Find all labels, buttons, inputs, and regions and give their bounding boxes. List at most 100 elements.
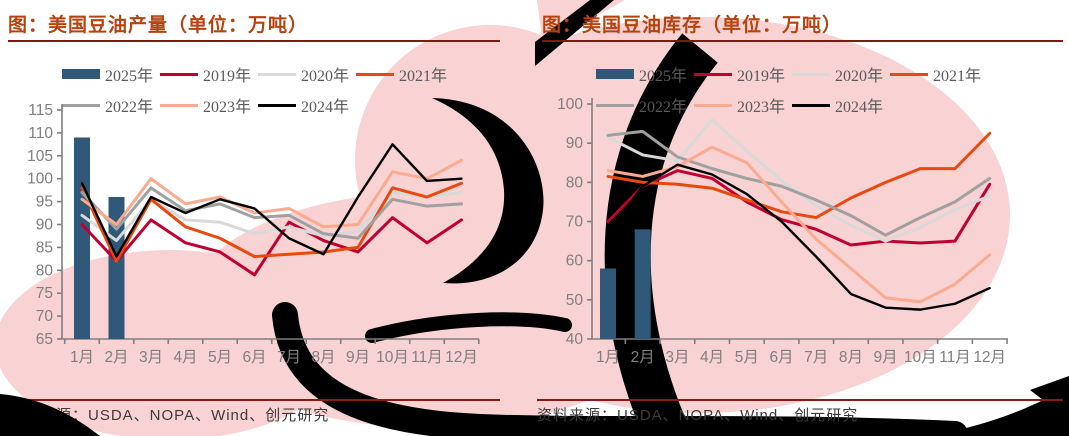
legend-item-2025年: 2025年 [596,62,694,86]
x-axis-label: 9月 [346,349,370,366]
x-axis-label: 5月 [208,349,232,366]
legend-label: 2022年 [639,99,688,116]
y-axis-label: 75 [36,285,53,302]
legend-line-swatch [160,72,198,76]
y-axis-label: 40 [566,331,584,348]
legend-line-swatch [258,72,296,76]
legend-label: 2024年 [835,99,884,116]
y-axis-label: 85 [36,239,53,256]
legend-bar-swatch [62,69,100,79]
bar-2025年-2月 [634,229,651,339]
y-axis-label: 100 [27,171,53,188]
series-line-2019年 [80,216,463,277]
x-axis-label: 9月 [874,349,898,366]
y-axis-label: 80 [566,174,584,191]
series-line-2021年 [80,181,463,263]
legend-line-swatch [792,72,830,76]
legend-row: 2025年 2019年 2020年 2021年 [62,62,454,86]
bar-2025年-1月 [74,137,90,339]
legend-row: 2025年 2019年 2020年 2021年 [596,62,988,86]
x-axis-label: 2月 [631,349,655,366]
source-note: 资料来源：USDA、NOPA、Wind、创元研究 [537,407,859,424]
legend-item-2023年: 2023年 [694,93,792,117]
legend-label: 2025年 [639,68,688,85]
series-line-2019年 [606,169,992,247]
legend-label: 2020年 [835,68,884,85]
y-axis-label: 90 [36,217,54,234]
watermark-black-shapes [272,0,1069,436]
y-axis-label: 70 [36,308,54,325]
x-axis-label: 8月 [311,349,335,366]
legend-line-swatch [62,103,100,107]
legend-label: 2019年 [203,68,252,85]
x-axis-label: 5月 [735,349,759,366]
y-axis-label: 65 [36,331,53,348]
y-axis-label: 90 [566,135,584,152]
legend-bar-swatch [596,69,634,79]
y-axis-label: 100 [557,96,583,113]
legend-item-2020年: 2020年 [258,62,356,86]
x-axis-label: 11月 [411,349,443,366]
bar-2025年-2月 [108,197,125,339]
x-axis-label: 3月 [665,349,689,366]
x-axis-label: 7月 [277,349,301,366]
legend-row: 2022年 2023年 2024年 [596,93,988,117]
y-axis-label: 70 [566,214,584,231]
legend-label: 2021年 [933,68,982,85]
legend-label: 2024年 [301,99,350,116]
legend-item-2019年: 2019年 [160,62,258,86]
legend-line-swatch [694,103,732,107]
x-axis-label: 1月 [70,349,94,366]
title-underline [8,40,500,42]
legend-line-swatch [694,72,732,76]
legend-item-2022年: 2022年 [62,93,160,117]
x-axis-label: 3月 [139,349,163,366]
legend-item-2024年: 2024年 [792,93,890,117]
x-axis-label: 1月 [596,349,620,366]
legend-line-swatch [160,103,198,107]
legend-item-2024年: 2024年 [258,93,356,117]
production-chart-legend: 2025年 2019年 2020年 2021年 2022年 2023年 2024年 [62,62,454,117]
y-axis-label: 105 [27,148,53,165]
legend-label: 2022年 [105,99,154,116]
legend-line-swatch [792,103,830,107]
legend-item-2021年: 2021年 [890,62,988,86]
inventory-chart-title: 图：美国豆油库存（单位：万吨） [542,15,843,36]
legend-line-swatch [596,103,634,107]
legend-row: 2022年 2023年 2024年 [62,93,454,117]
x-axis-label: 6月 [769,349,793,366]
x-axis-label: 12月 [973,349,1006,366]
legend-item-2019年: 2019年 [694,62,792,86]
legend-label: 2025年 [105,68,154,85]
x-axis-label: 7月 [804,349,828,366]
y-axis-label: 60 [566,253,584,270]
bar-2025年-1月 [600,268,616,339]
production-chart-title: 图：美国豆油产量（单位：万吨） [8,15,309,36]
x-axis-label: 8月 [839,349,863,366]
y-axis-label: 115 [28,102,53,119]
y-axis-label: 80 [36,262,54,279]
panel-production-chart: 图：美国豆油产量（单位：万吨） 2025年 2019年 2020年 2021年 2022… [0,0,534,436]
x-axis-label: 2月 [104,349,128,366]
series-line-2024年 [80,143,463,258]
legend-label: 2021年 [399,68,448,85]
legend-item-2022年: 2022年 [596,93,694,117]
legend-line-swatch [890,72,928,76]
legend-item-2020年: 2020年 [792,62,890,86]
legend-label: 2023年 [203,99,252,116]
inventory-chart-plot: 40 50 60 70 80 90 100 1月 2月 3月 4月 5月 6月 7月 8月 9月 10月 11月 1… [557,96,1008,366]
panel-inventory-chart: 图：美国豆油库存（单位：万吨） 2025年 2019年 2020年 2021年 2022… [534,0,1069,436]
series-line-2023年 [80,158,463,229]
x-axis-label: 11月 [939,349,971,366]
x-axis-label: 12月 [445,349,478,366]
series-line-2020年 [606,118,992,243]
series-line-2022年 [80,186,463,240]
x-axis-label: 10月 [376,349,409,366]
source-note: 资料来源：USDA、NOPA、Wind、创元研究 [8,407,330,424]
y-axis-label: 50 [566,292,584,309]
y-axis-label: 110 [28,125,53,142]
series-line-2024年 [606,163,991,311]
series-line-2021年 [606,131,992,220]
inventory-chart-legend: 2025年 2019年 2020年 2021年 2022年 2023年 2024年 [596,62,988,117]
